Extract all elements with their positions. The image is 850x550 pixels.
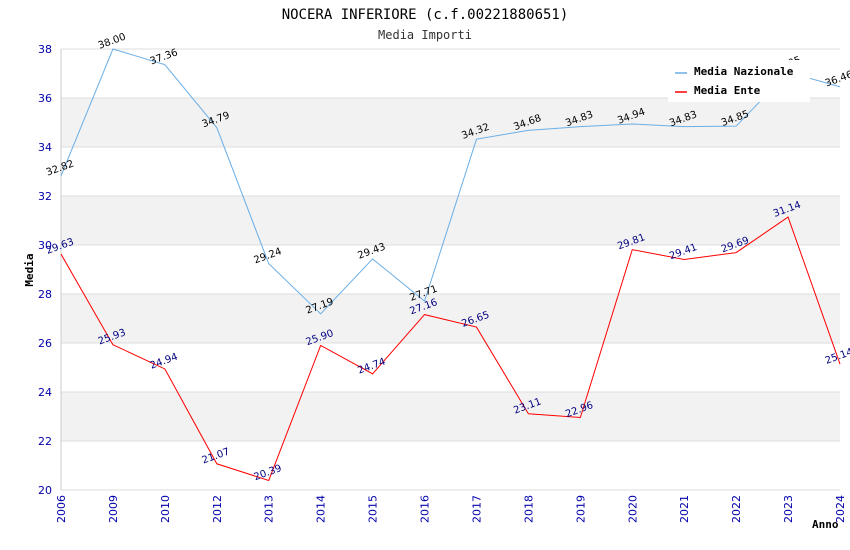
data-label-nazionale: 36.46 (824, 69, 850, 89)
x-tick-label: 2006 (55, 495, 68, 523)
x-tick-label: 2017 (470, 495, 483, 523)
x-tick-label: 2016 (419, 495, 432, 523)
legend-box (668, 60, 810, 102)
grid-lines (61, 48, 840, 491)
x-tick-label: 2024 (834, 495, 847, 523)
x-axis-label: Anno (812, 518, 839, 531)
y-tick-label: 36 (38, 92, 52, 105)
series-line-media-ente (60, 216, 841, 482)
chart-subtitle: Media Importi (378, 28, 472, 42)
grid-band (61, 392, 840, 441)
data-label-ente: 21.07 (201, 446, 232, 466)
grid-bands (61, 98, 840, 441)
y-tick-label: 24 (38, 386, 52, 399)
y-tick-label: 38 (38, 43, 52, 56)
chart-title: NOCERA INFERIORE (c.f.00221880651) (282, 7, 569, 23)
x-tick-label: 2023 (782, 495, 795, 523)
x-tick-label: 2019 (574, 495, 587, 523)
legend-label-nazionale: Media Nazionale (694, 65, 794, 78)
x-tick-label: 2014 (315, 495, 328, 523)
x-axis-ticks: 2006 2009 2010 2012 2013 2014 2015 2016 2017 2018… (55, 495, 847, 523)
x-tick-label: 2018 (522, 495, 535, 523)
data-label-nazionale: 29.24 (253, 246, 284, 266)
x-tick-label: 2021 (678, 495, 691, 523)
legend: Media Nazionale Media Ente (668, 60, 810, 102)
y-tick-label: 26 (38, 337, 52, 350)
y-tick-label: 20 (38, 484, 52, 497)
grid-band (61, 294, 840, 343)
legend-label-ente: Media Ente (694, 84, 761, 97)
y-tick-label: 28 (38, 288, 52, 301)
x-tick-label: 2009 (107, 495, 120, 523)
series-line-media-nazionale (60, 48, 841, 315)
data-label-nazionale: 32.82 (45, 158, 76, 178)
y-axis-label: Media (23, 253, 36, 286)
x-tick-label: 2020 (626, 495, 639, 523)
grid-band (61, 98, 840, 147)
x-tick-label: 2022 (730, 495, 743, 523)
data-label-ente: 25.14 (824, 347, 850, 367)
x-tick-label: 2010 (159, 495, 172, 523)
y-tick-label: 30 (38, 239, 52, 252)
y-axis-ticks: 20 22 24 26 28 30 32 34 36 38 (38, 43, 52, 497)
y-tick-label: 34 (38, 141, 52, 154)
x-tick-label: 2012 (211, 495, 224, 523)
x-tick-label: 2013 (263, 495, 276, 523)
x-tick-label: 2015 (367, 495, 380, 523)
series-lines (60, 48, 841, 482)
y-tick-label: 22 (38, 435, 52, 448)
y-tick-label: 32 (38, 190, 52, 203)
